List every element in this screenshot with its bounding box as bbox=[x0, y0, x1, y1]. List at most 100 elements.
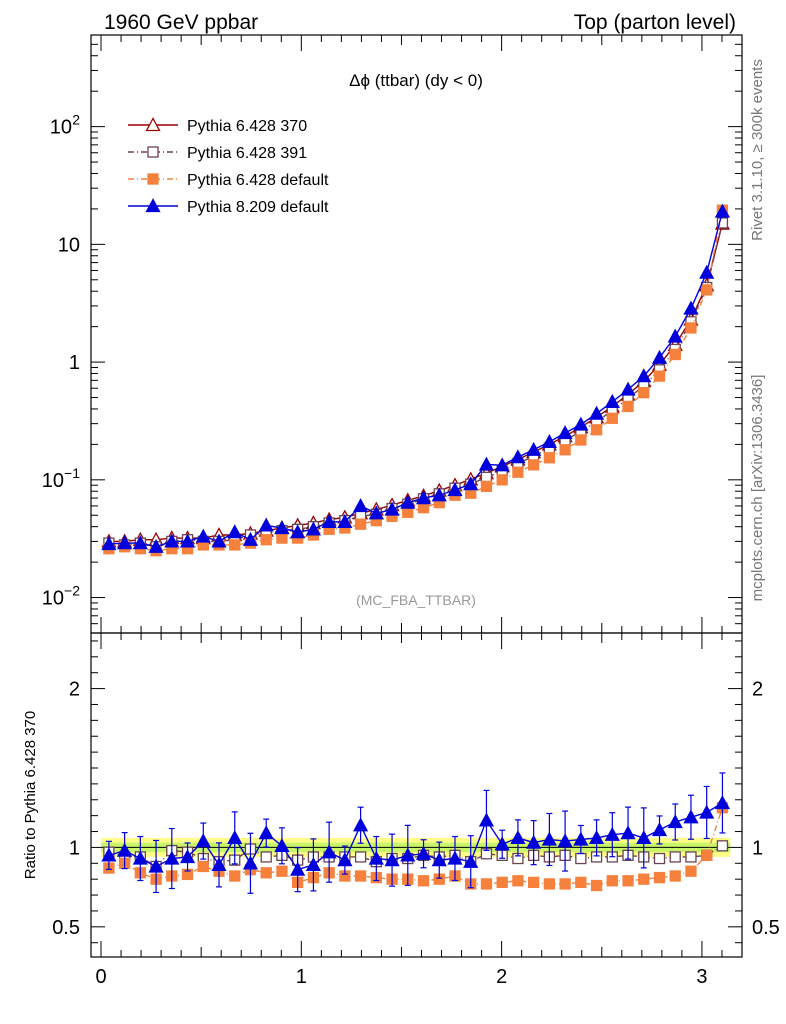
data-point bbox=[575, 876, 587, 889]
data-point bbox=[195, 528, 211, 543]
data-point bbox=[354, 870, 367, 882]
x-tick-label: 1 bbox=[296, 966, 307, 988]
data-point bbox=[714, 203, 731, 218]
data-point bbox=[716, 840, 729, 852]
data-point bbox=[353, 498, 369, 513]
data-point bbox=[305, 857, 321, 872]
data-point bbox=[227, 830, 243, 845]
ratio-line-p6def bbox=[108, 807, 724, 887]
tick-base: 10 bbox=[50, 117, 72, 139]
legend-label-p6def: Pythia 6.428 default bbox=[187, 172, 329, 189]
data-point bbox=[145, 198, 161, 213]
data-point bbox=[636, 368, 652, 383]
data-point bbox=[653, 871, 666, 884]
data-point bbox=[197, 860, 209, 873]
data-point bbox=[543, 452, 556, 464]
data-point bbox=[260, 851, 272, 863]
data-point bbox=[494, 457, 510, 472]
data-point bbox=[101, 536, 117, 551]
data-point bbox=[242, 531, 259, 546]
data-point bbox=[321, 844, 337, 859]
data-point bbox=[651, 822, 668, 837]
data-point bbox=[211, 857, 227, 872]
rivet-label: Rivet 3.1.10, ≥ 300k events bbox=[749, 59, 766, 241]
data-point bbox=[510, 449, 526, 464]
data-point bbox=[147, 173, 159, 185]
data-point bbox=[669, 851, 681, 863]
data-point bbox=[622, 400, 634, 413]
data-point bbox=[260, 534, 272, 546]
data-point bbox=[588, 405, 605, 420]
data-point bbox=[714, 795, 731, 810]
data-point bbox=[541, 434, 557, 449]
y-tick-exponent: −1 bbox=[64, 465, 80, 481]
data-point bbox=[463, 476, 479, 491]
data-point bbox=[132, 535, 148, 550]
y-tick-exponent: −2 bbox=[64, 583, 80, 599]
ratio-y-label: Ratio to Pythia 6.428 370 bbox=[22, 711, 39, 879]
data-point bbox=[147, 146, 159, 158]
data-point bbox=[699, 804, 715, 819]
y-tick-label: 1 bbox=[69, 352, 80, 374]
data-point bbox=[353, 817, 369, 832]
ratio-line-p391 bbox=[108, 845, 723, 868]
data-point bbox=[512, 875, 524, 887]
main-title: Δϕ (ttbar) (dy < 0) bbox=[349, 71, 483, 90]
data-point bbox=[573, 416, 589, 431]
data-point bbox=[337, 852, 353, 867]
mcplots-label: mcplots.cern.ch [arXiv:1306.3436] bbox=[749, 375, 766, 602]
data-point bbox=[638, 387, 650, 399]
tick-base: 10 bbox=[42, 588, 64, 610]
data-point bbox=[667, 328, 683, 343]
data-point bbox=[480, 878, 493, 890]
data-point bbox=[669, 870, 681, 882]
data-point bbox=[575, 434, 587, 446]
data-point bbox=[590, 879, 603, 892]
data-point bbox=[478, 456, 495, 471]
data-point bbox=[543, 878, 556, 890]
data-point bbox=[179, 849, 196, 864]
legend: Pythia 6.428 370 Pythia 6.428 391 Pythia 6… bbox=[128, 117, 329, 216]
legend-label-p391: Pythia 6.428 391 bbox=[187, 145, 307, 162]
data-point bbox=[354, 851, 367, 863]
data-point bbox=[417, 875, 430, 887]
data-point bbox=[258, 825, 274, 840]
data-point bbox=[384, 501, 400, 516]
data-point bbox=[683, 300, 699, 315]
data-point bbox=[496, 876, 508, 889]
data-point bbox=[117, 535, 133, 550]
series-line-p8def bbox=[108, 211, 724, 548]
data-point bbox=[636, 830, 652, 845]
data-point bbox=[620, 825, 636, 840]
data-point bbox=[651, 349, 668, 364]
data-point bbox=[276, 865, 288, 877]
data-point bbox=[276, 532, 288, 544]
y-tick-label: 10 bbox=[58, 234, 80, 256]
data-point bbox=[685, 865, 697, 877]
header-left: 1960 GeV ppbar bbox=[104, 11, 258, 34]
data-point bbox=[145, 117, 161, 132]
data-point bbox=[604, 826, 620, 841]
data-point bbox=[400, 494, 416, 509]
data-point bbox=[541, 831, 557, 846]
data-point bbox=[431, 487, 447, 502]
data-point bbox=[620, 381, 636, 396]
data-point bbox=[242, 855, 259, 870]
data-point bbox=[701, 284, 713, 296]
data-point bbox=[368, 505, 384, 520]
data-point bbox=[496, 474, 508, 486]
data-point bbox=[431, 852, 447, 867]
data-point bbox=[557, 833, 573, 848]
tick-base: 10 bbox=[42, 470, 64, 492]
data-point bbox=[415, 490, 432, 505]
data-point bbox=[699, 264, 715, 279]
y-tick-exponent: 2 bbox=[72, 112, 80, 128]
data-point bbox=[526, 834, 542, 849]
data-point bbox=[227, 524, 243, 539]
data-point bbox=[384, 852, 400, 867]
data-point bbox=[164, 850, 180, 865]
data-point bbox=[701, 849, 713, 862]
y-tick-label: 10 bbox=[42, 470, 64, 492]
data-point bbox=[510, 830, 526, 845]
